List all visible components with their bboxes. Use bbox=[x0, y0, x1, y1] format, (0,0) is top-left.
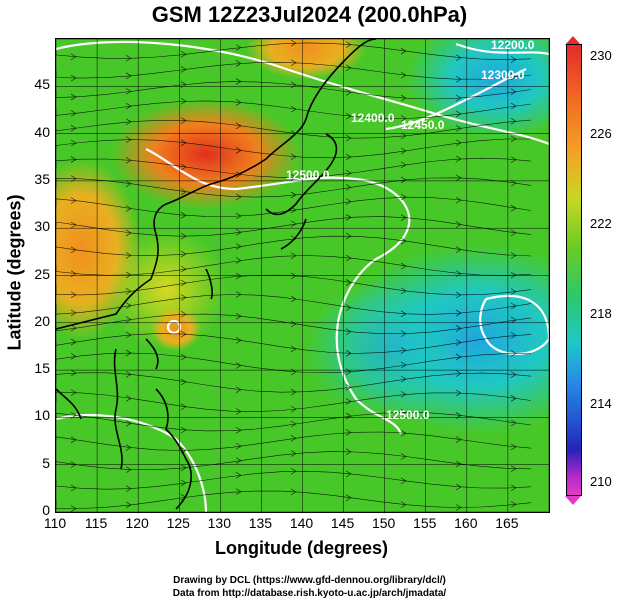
colorbar-top-arrow bbox=[565, 36, 581, 45]
colorbar-tick-label: 230 bbox=[590, 48, 612, 63]
y-tick-label: 15 bbox=[34, 360, 50, 377]
y-tick-label: 0 bbox=[42, 502, 50, 518]
colorbar-tick-label: 218 bbox=[590, 306, 612, 321]
x-axis-label: Longitude (degrees) bbox=[214, 538, 388, 558]
credit-drawing: Drawing by DCL (https://www.gfd-dennou.o… bbox=[173, 575, 446, 586]
y-tick-label: 5 bbox=[42, 454, 50, 471]
colorbar-tick-label: 210 bbox=[590, 474, 612, 489]
y-tick-label: 25 bbox=[34, 265, 50, 282]
field-map: 12300.0 12450.0 12400.0 12500.0 12500.0 12200… bbox=[56, 39, 549, 512]
x-tick-label: 140 bbox=[289, 515, 314, 531]
y-tick-label: 40 bbox=[34, 123, 50, 140]
y-tick-label: 20 bbox=[34, 312, 50, 329]
contour-label: 12300.0 bbox=[481, 68, 525, 82]
y-tick-label: 45 bbox=[34, 76, 50, 93]
contour-label: 12500.0 bbox=[386, 408, 430, 422]
x-tick-label: 120 bbox=[125, 515, 149, 531]
colorbar bbox=[566, 44, 582, 496]
x-tick-label: 110 bbox=[43, 515, 67, 531]
x-tick-label: 135 bbox=[248, 515, 273, 531]
credit-data: Data from http://database.rish.kyoto-u.a… bbox=[172, 588, 447, 599]
y-tick-label: 35 bbox=[34, 170, 50, 187]
contour-label: 12200.0 bbox=[491, 39, 535, 52]
y-tick-label: 10 bbox=[34, 407, 50, 424]
colorbar-tick-label: 226 bbox=[590, 126, 612, 141]
colorbar-tick-label: 214 bbox=[590, 396, 612, 411]
y-tick-label: 30 bbox=[34, 218, 50, 235]
colorbar-tick-label: 222 bbox=[590, 216, 612, 231]
x-tick-label: 125 bbox=[166, 515, 190, 531]
x-tick-label: 155 bbox=[413, 515, 437, 531]
x-tick-label: 145 bbox=[330, 515, 355, 531]
contour-label: 12400.0 bbox=[351, 111, 395, 125]
x-tick-label: 165 bbox=[495, 515, 519, 531]
map-plot-area: 12300.0 12450.0 12400.0 12500.0 12500.0 12200… bbox=[55, 38, 550, 513]
x-tick-label: 150 bbox=[371, 515, 396, 531]
map-title: GSM 12Z23Jul2024 (200.0hPa) bbox=[151, 2, 468, 27]
x-tick-label: 160 bbox=[454, 515, 478, 531]
contour-label: 12450.0 bbox=[401, 118, 445, 132]
y-axis-label: Latitude (degrees) bbox=[4, 194, 25, 351]
colorbar-bottom-arrow bbox=[565, 496, 581, 505]
x-tick-label: 130 bbox=[207, 515, 231, 531]
x-tick-label: 115 bbox=[84, 515, 108, 531]
contour-label: 12500.0 bbox=[286, 168, 330, 182]
